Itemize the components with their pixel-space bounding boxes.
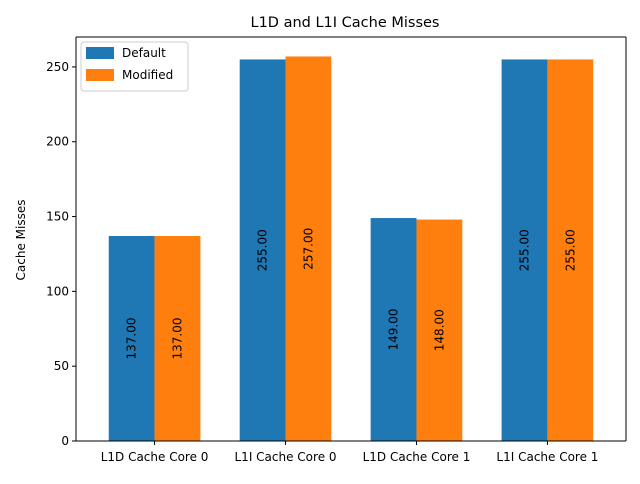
legend-label-default: Default bbox=[122, 46, 166, 60]
data-label-modified-3: 255.00 bbox=[563, 229, 577, 271]
bar-default-0 bbox=[108, 236, 155, 441]
legend-swatch-default bbox=[86, 47, 114, 59]
y-tick-label-250: 250 bbox=[46, 60, 69, 74]
data-label-modified-2: 148.00 bbox=[432, 309, 446, 351]
y-tick-label-200: 200 bbox=[46, 135, 69, 149]
x-tick-label-2: L1D Cache Core 1 bbox=[363, 450, 471, 464]
legend-swatch-modified bbox=[86, 69, 114, 81]
bar-modified-3 bbox=[547, 59, 594, 441]
bar-default-2 bbox=[370, 218, 417, 441]
bar-modified-2 bbox=[416, 219, 463, 441]
y-axis-label: Cache Misses bbox=[14, 200, 28, 281]
data-label-modified-0: 137.00 bbox=[170, 318, 184, 360]
bar-modified-1 bbox=[285, 56, 332, 442]
data-label-default-0: 137.00 bbox=[125, 318, 139, 360]
bar-default-1 bbox=[239, 59, 286, 441]
x-tick-label-1: L1I Cache Core 0 bbox=[235, 450, 337, 464]
data-label-default-3: 255.00 bbox=[518, 229, 532, 271]
y-tick-label-50: 50 bbox=[54, 359, 69, 373]
bar-default-3 bbox=[501, 59, 548, 441]
data-label-default-1: 255.00 bbox=[256, 229, 270, 271]
y-tick-label-0: 0 bbox=[61, 434, 69, 448]
y-tick-label-150: 150 bbox=[46, 210, 69, 224]
data-label-default-2: 149.00 bbox=[387, 309, 401, 351]
data-label-modified-1: 257.00 bbox=[301, 228, 315, 270]
chart-title: L1D and L1I Cache Misses bbox=[251, 15, 440, 31]
legend: Default Modified bbox=[80, 41, 189, 92]
x-tick-label-3: L1I Cache Core 1 bbox=[496, 450, 598, 464]
y-tick-label-100: 100 bbox=[46, 284, 69, 298]
legend-label-modified: Modified bbox=[122, 68, 173, 82]
bar-modified-0 bbox=[154, 236, 201, 441]
plot-area: 137.00 255.00 149.00 255.00 137.00 257.00 148.… bbox=[46, 36, 627, 464]
x-tick-label-0: L1D Cache Core 0 bbox=[101, 450, 209, 464]
